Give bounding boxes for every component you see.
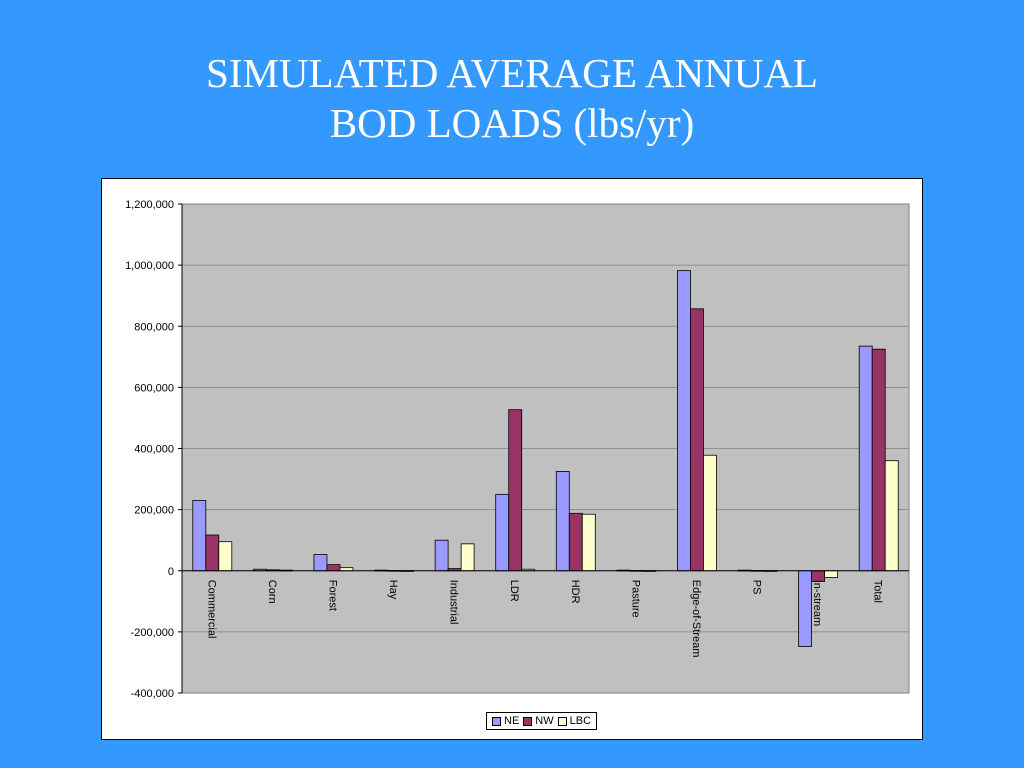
y-tick-label: 0 xyxy=(168,566,174,578)
x-tick-label: Pasture xyxy=(629,580,641,618)
bar-ne xyxy=(192,500,207,572)
bar-ne xyxy=(495,493,510,572)
bar-nw xyxy=(205,534,220,572)
slide-title: SIMULATED AVERAGE ANNUAL BOD LOADS (lbs/… xyxy=(0,48,1024,148)
x-tick-label: Total xyxy=(872,580,884,603)
x-tick-label: Commercial xyxy=(205,580,217,639)
bar-ne xyxy=(434,539,449,572)
legend-swatch xyxy=(492,716,501,726)
x-tick-label: Corn xyxy=(266,580,278,604)
bar-lbc xyxy=(703,454,717,572)
y-tick-label: 800,000 xyxy=(134,321,174,333)
bar-nw xyxy=(568,512,583,572)
y-tick-label: 400,000 xyxy=(134,444,174,456)
y-tick-label: 200,000 xyxy=(134,505,174,517)
legend-label: NE xyxy=(504,715,520,727)
bar-nw xyxy=(690,308,704,572)
bar-lbc xyxy=(460,543,475,572)
title-line-1: SIMULATED AVERAGE ANNUAL xyxy=(206,50,818,96)
legend-label: LBC xyxy=(569,715,592,727)
bar-nw xyxy=(871,348,886,572)
x-tick-label: Hay xyxy=(387,580,399,600)
y-tick-label: -400,000 xyxy=(131,688,174,700)
legend-item-nw: NW xyxy=(523,715,554,727)
x-tick-label: PS xyxy=(751,580,763,595)
x-tick-label: In-stream xyxy=(811,580,823,626)
x-tick-label: HDR xyxy=(569,580,581,604)
x-tick-label: Industrial xyxy=(448,580,460,625)
y-tick-label: 1,000,000 xyxy=(125,260,174,272)
bar-ne xyxy=(555,471,570,572)
bar-nw xyxy=(508,409,523,572)
bar-ne xyxy=(677,270,691,572)
legend-label: NW xyxy=(535,715,554,727)
legend-swatch xyxy=(557,716,567,726)
y-tick-label: -200,000 xyxy=(131,627,174,639)
x-tick-label: Edge-of-Stream xyxy=(690,580,702,658)
chart-legend: NE NW LBC xyxy=(486,712,598,730)
bar-lbc xyxy=(884,460,899,572)
legend-item-lbc: LBC xyxy=(557,715,592,727)
y-tick-label: 600,000 xyxy=(134,382,174,394)
title-line-2: BOD LOADS (lbs/yr) xyxy=(329,100,695,146)
bar-lbc xyxy=(824,570,839,578)
legend-swatch xyxy=(523,716,533,726)
y-tick-label: 1,200,000 xyxy=(125,199,174,211)
bar-ne xyxy=(858,345,873,572)
x-tick-label: Forest xyxy=(326,580,338,611)
bar-ne xyxy=(313,554,328,572)
bar-chart: -400,000 -200,000 0 200,000 400,000 600,000 80… xyxy=(125,199,910,700)
bar-ne xyxy=(798,570,813,647)
bar-nw xyxy=(326,564,341,572)
legend-item-ne: NE xyxy=(492,715,519,727)
bar-lbc xyxy=(581,513,596,572)
bar-lbc xyxy=(218,541,233,572)
chart-frame: -400,000 -200,000 0 200,000 400,000 600,000 80… xyxy=(101,178,923,740)
x-tick-label: LDR xyxy=(508,580,520,602)
